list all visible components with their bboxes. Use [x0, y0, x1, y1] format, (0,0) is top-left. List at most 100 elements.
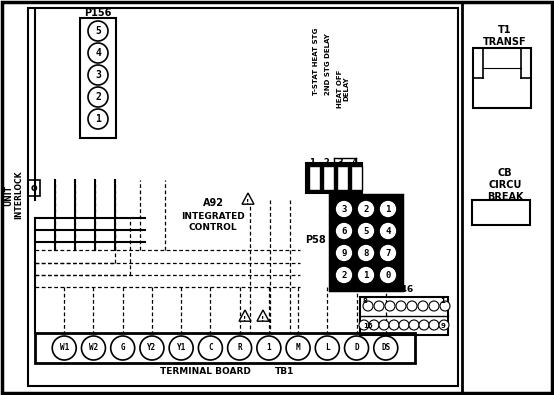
Bar — [472, 200, 530, 225]
Text: INTEGRATED
CONTROL: INTEGRATED CONTROL — [181, 212, 245, 232]
Circle shape — [357, 222, 375, 240]
Bar — [28, 8, 458, 386]
Circle shape — [369, 320, 379, 330]
Text: P156: P156 — [84, 8, 112, 18]
Text: TERMINAL BOARD: TERMINAL BOARD — [160, 367, 250, 376]
Bar — [323, 166, 334, 190]
Text: T1
TRANSF: T1 TRANSF — [483, 25, 527, 47]
Text: 1: 1 — [266, 344, 271, 352]
Text: 4: 4 — [386, 226, 391, 235]
Text: R: R — [237, 344, 242, 352]
Circle shape — [111, 336, 135, 360]
Circle shape — [335, 222, 353, 240]
Text: A92: A92 — [203, 198, 223, 208]
Circle shape — [345, 336, 368, 360]
Circle shape — [88, 87, 108, 107]
Bar — [360, 297, 448, 335]
Circle shape — [357, 200, 375, 218]
Circle shape — [140, 336, 164, 360]
Circle shape — [88, 109, 108, 129]
Text: 1: 1 — [363, 271, 369, 280]
Bar — [309, 166, 320, 190]
Text: 4: 4 — [351, 158, 357, 167]
Text: 1: 1 — [440, 298, 445, 304]
Text: TB1: TB1 — [275, 367, 295, 376]
Text: 5: 5 — [95, 26, 101, 36]
Text: 7: 7 — [386, 248, 391, 258]
Text: M: M — [296, 344, 300, 352]
Text: !: ! — [261, 316, 265, 322]
Text: D: D — [354, 344, 359, 352]
Text: 2: 2 — [341, 271, 347, 280]
Text: !: ! — [243, 316, 247, 322]
Text: UNIT
INTERLOCK: UNIT INTERLOCK — [4, 171, 24, 219]
Text: o: o — [30, 183, 37, 193]
Circle shape — [335, 244, 353, 262]
Text: 2: 2 — [95, 92, 101, 102]
Bar — [473, 48, 531, 108]
Circle shape — [363, 301, 373, 311]
Circle shape — [88, 43, 108, 63]
Text: DS: DS — [381, 344, 391, 352]
Text: Y2: Y2 — [147, 344, 157, 352]
Bar — [306, 163, 362, 193]
Text: C: C — [208, 344, 213, 352]
Text: 16: 16 — [363, 323, 373, 329]
Text: 3: 3 — [341, 205, 347, 214]
Text: 2: 2 — [323, 158, 329, 167]
Circle shape — [286, 336, 310, 360]
Text: T-STAT HEAT STG: T-STAT HEAT STG — [313, 28, 319, 95]
Circle shape — [198, 336, 222, 360]
Circle shape — [429, 320, 439, 330]
Circle shape — [228, 336, 252, 360]
Circle shape — [88, 65, 108, 85]
Circle shape — [359, 320, 369, 330]
Text: 6: 6 — [341, 226, 347, 235]
Circle shape — [379, 266, 397, 284]
Circle shape — [439, 320, 449, 330]
Text: P46: P46 — [394, 284, 414, 293]
Text: 1: 1 — [95, 114, 101, 124]
Text: 9: 9 — [440, 323, 445, 329]
Text: Y1: Y1 — [177, 344, 186, 352]
Circle shape — [374, 301, 384, 311]
Polygon shape — [242, 193, 254, 204]
Circle shape — [399, 320, 409, 330]
Text: HEAT OFF
DELAY: HEAT OFF DELAY — [336, 70, 350, 108]
Bar — [28, 180, 40, 196]
Circle shape — [409, 320, 419, 330]
Circle shape — [418, 301, 428, 311]
Bar — [337, 166, 348, 190]
Circle shape — [335, 200, 353, 218]
Circle shape — [396, 301, 406, 311]
Circle shape — [379, 244, 397, 262]
Text: W2: W2 — [89, 344, 98, 352]
Text: 1: 1 — [386, 205, 391, 214]
Text: 8: 8 — [363, 248, 369, 258]
Bar — [351, 166, 362, 190]
Circle shape — [357, 244, 375, 262]
Circle shape — [335, 266, 353, 284]
Bar — [330, 195, 402, 290]
Circle shape — [81, 336, 105, 360]
Circle shape — [379, 320, 389, 330]
Text: 2ND STG DELAY: 2ND STG DELAY — [325, 33, 331, 95]
Text: 9: 9 — [341, 248, 347, 258]
Bar — [35, 333, 415, 363]
Text: P58: P58 — [305, 235, 325, 245]
Circle shape — [169, 336, 193, 360]
Text: 3: 3 — [95, 70, 101, 80]
Text: !: ! — [247, 199, 250, 205]
Circle shape — [385, 301, 395, 311]
Text: 3: 3 — [337, 158, 343, 167]
Circle shape — [52, 336, 76, 360]
Circle shape — [357, 266, 375, 284]
Polygon shape — [239, 310, 251, 321]
Text: G: G — [120, 344, 125, 352]
Text: L: L — [325, 344, 330, 352]
Bar — [80, 18, 116, 138]
Text: 1: 1 — [309, 158, 315, 167]
Circle shape — [379, 200, 397, 218]
Text: W1: W1 — [60, 344, 69, 352]
Text: 5: 5 — [363, 226, 369, 235]
